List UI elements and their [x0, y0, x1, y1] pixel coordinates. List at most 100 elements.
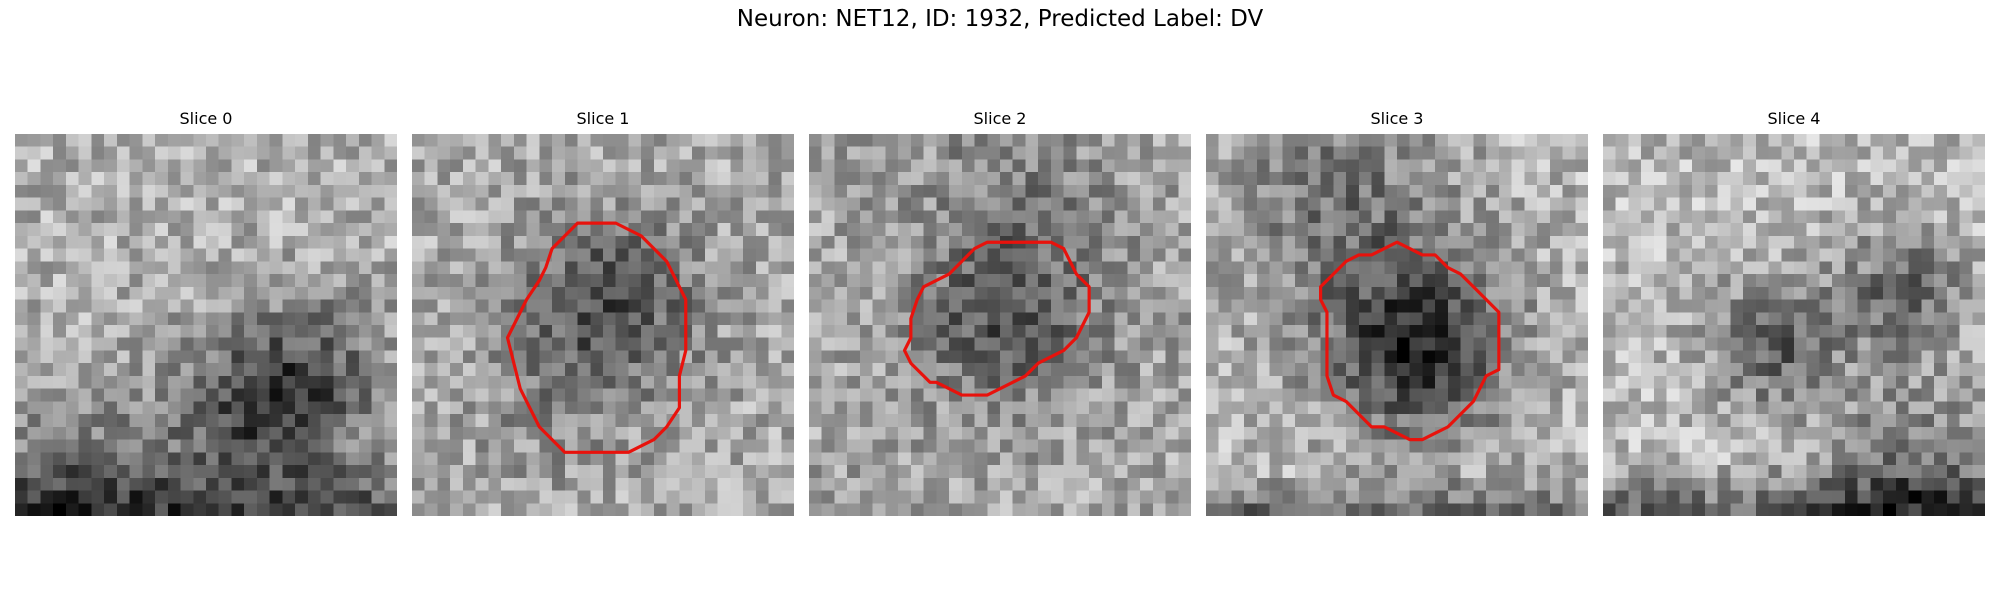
image-pixel — [717, 375, 731, 389]
image-pixel — [628, 299, 642, 313]
image-pixel — [1435, 312, 1449, 326]
image-pixel — [129, 299, 143, 313]
image-pixel — [1641, 414, 1655, 428]
image-pixel — [961, 350, 975, 364]
image-pixel — [1473, 134, 1487, 147]
image-pixel — [653, 452, 667, 466]
image-pixel — [1435, 414, 1449, 428]
image-pixel — [1038, 325, 1052, 338]
image-pixel — [412, 325, 425, 338]
image-pixel — [1883, 477, 1897, 491]
image-pixel — [1333, 134, 1347, 147]
image-pixel — [847, 490, 861, 504]
image-pixel — [424, 477, 438, 491]
image-pixel — [53, 426, 67, 440]
image-pixel — [628, 286, 642, 300]
image-pixel — [501, 223, 515, 237]
image-pixel — [129, 261, 143, 275]
image-pixel — [1895, 248, 1909, 262]
image-pixel — [1603, 350, 1616, 364]
image-pixel — [320, 210, 334, 224]
image-pixel — [333, 235, 347, 249]
image-pixel — [1218, 274, 1232, 288]
image-pixel — [1089, 452, 1103, 466]
image-pixel — [1806, 337, 1820, 351]
image-pixel — [1000, 363, 1013, 377]
image-pixel — [1435, 337, 1449, 351]
image-pixel — [155, 172, 169, 186]
image-pixel — [180, 375, 194, 389]
image-pixel — [231, 375, 245, 389]
image-pixel — [768, 375, 782, 389]
image-pixel — [450, 312, 464, 326]
image-pixel — [809, 235, 822, 249]
image-pixel — [730, 490, 744, 504]
image-pixel — [1575, 197, 1588, 211]
image-pixel — [717, 172, 731, 186]
image-pixel — [78, 223, 92, 237]
image-pixel — [1895, 452, 1909, 466]
image-pixel — [1934, 210, 1948, 224]
image-pixel — [333, 439, 347, 453]
image-pixel — [1857, 325, 1871, 338]
image-pixel — [666, 350, 680, 364]
image-pixel — [1050, 503, 1064, 516]
image-pixel — [116, 312, 130, 326]
image-pixel — [371, 286, 385, 300]
image-pixel — [653, 159, 667, 173]
image-pixel — [1704, 248, 1718, 262]
image-pixel — [1152, 172, 1166, 186]
image-pixel — [1089, 465, 1103, 479]
image-pixel — [129, 337, 143, 351]
image-pixel — [1628, 439, 1642, 453]
image-pixel — [1397, 197, 1410, 211]
image-pixel — [15, 337, 28, 351]
image-pixel — [206, 490, 219, 504]
image-pixel — [1946, 363, 1960, 377]
image-pixel — [333, 248, 347, 262]
image-pixel — [526, 490, 540, 504]
image-pixel — [1537, 439, 1551, 453]
image-pixel — [1256, 337, 1270, 351]
image-pixel — [1114, 477, 1128, 491]
image-pixel — [1921, 439, 1935, 453]
image-pixel — [1346, 337, 1360, 351]
image-pixel — [1844, 159, 1858, 173]
image-pixel — [974, 375, 988, 389]
image-pixel — [1244, 248, 1258, 262]
image-pixel — [206, 299, 219, 313]
image-pixel — [142, 261, 156, 275]
image-pixel — [1025, 261, 1039, 275]
image-pixel — [1934, 299, 1948, 313]
image-pixel — [450, 325, 464, 338]
image-pixel — [231, 184, 245, 198]
image-pixel — [1127, 439, 1141, 453]
image-pixel — [603, 325, 616, 338]
image-pixel — [1603, 172, 1616, 186]
image-pixel — [1511, 490, 1525, 504]
image-pixel — [1794, 299, 1807, 313]
image-pixel — [743, 210, 757, 224]
image-pixel — [781, 465, 794, 479]
image-pixel — [987, 261, 1001, 275]
image-pixel — [475, 439, 489, 453]
image-pixel — [1346, 159, 1360, 173]
image-pixel — [1806, 375, 1820, 389]
image-pixel — [488, 452, 502, 466]
image-pixel — [539, 197, 553, 211]
image-pixel — [15, 184, 28, 198]
image-pixel — [104, 159, 118, 173]
image-pixel — [1679, 184, 1693, 198]
image-pixel — [437, 452, 451, 466]
image-pixel — [282, 210, 296, 224]
image-pixel — [1384, 312, 1398, 326]
image-pixel — [1704, 235, 1718, 249]
image-pixel — [1460, 477, 1474, 491]
image-pixel — [1755, 261, 1769, 275]
image-pixel — [358, 414, 372, 428]
image-pixel — [1730, 325, 1744, 338]
image-pixel — [450, 197, 464, 211]
image-pixel — [961, 414, 975, 428]
image-pixel — [1679, 337, 1693, 351]
image-pixel — [78, 388, 92, 402]
